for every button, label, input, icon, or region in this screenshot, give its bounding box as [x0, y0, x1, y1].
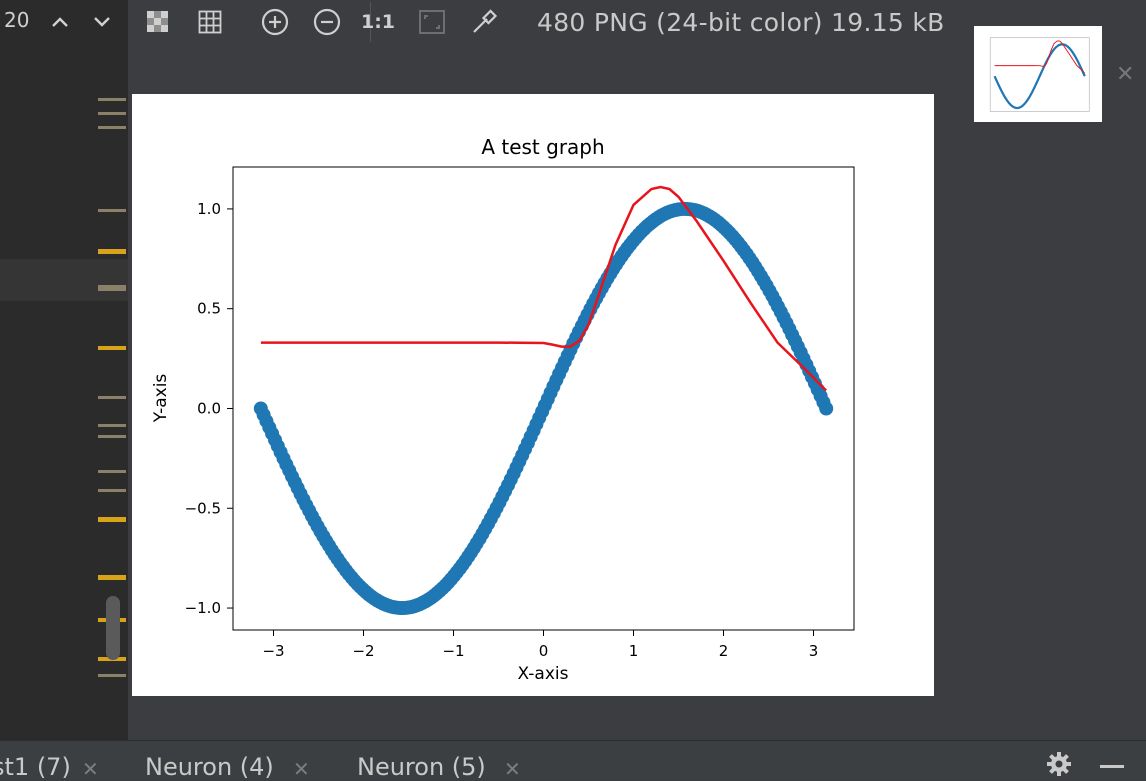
x-tick-label: 2 [719, 642, 729, 660]
x-tick-label: −1 [442, 642, 464, 660]
x-tick-label: 1 [629, 642, 639, 660]
close-icon[interactable]: ✕ [1116, 62, 1135, 87]
error-marker[interactable] [98, 424, 126, 427]
chevron-down-icon[interactable] [88, 8, 116, 36]
fit-line [260, 185, 827, 392]
warning-marker[interactable] [98, 346, 126, 350]
zoom-in-icon[interactable] [261, 8, 289, 36]
error-marker[interactable] [98, 470, 126, 473]
current-line-highlight [0, 259, 128, 301]
x-tick-label: −3 [262, 642, 284, 660]
y-ticks: −1.0 −0.5 0.0 0.5 1.0 [185, 200, 233, 617]
error-marker[interactable] [98, 489, 126, 492]
thumbnail-chart [989, 37, 1090, 112]
error-marker[interactable] [98, 435, 126, 438]
tab-neuron-4[interactable]: Neuron (4) [145, 753, 274, 781]
error-marker[interactable] [98, 98, 126, 101]
image-canvas[interactable]: −3 −2 −1 0 1 2 3 −1.0 −0.5 0.0 0.5 1.0 A test grap… [132, 94, 934, 696]
y-tick-label: −1.0 [185, 599, 221, 617]
image-toolbar: 20 1:1 [4, 0, 1146, 46]
x-axis-label: X-axis [518, 664, 569, 684]
chart-title: A test graph [481, 135, 604, 159]
chart: −3 −2 −1 0 1 2 3 −1.0 −0.5 0.0 0.5 1.0 A test grap… [151, 135, 855, 684]
thumbnail-preview[interactable] [974, 26, 1102, 122]
x-tick-label: −2 [352, 642, 374, 660]
x-ticks: −3 −2 −1 0 1 2 3 [262, 630, 818, 660]
warning-marker[interactable] [98, 249, 126, 254]
y-axis-label: Y-axis [151, 374, 171, 424]
zoom-value: 20 [4, 8, 30, 32]
bottom-tab-bar: st1 (7) ✕ Neuron (4) ✕ Neuron (5) ✕ [0, 740, 1146, 781]
image-info: 480 PNG (24-bit color) 19.15 kB [537, 8, 945, 37]
y-tick-label: 0.5 [197, 300, 221, 318]
scatter-point [819, 401, 834, 416]
tab-neuron-5[interactable]: Neuron (5) [357, 753, 486, 781]
error-marker[interactable] [98, 285, 126, 291]
fit-icon[interactable] [418, 8, 446, 36]
close-icon[interactable]: ✕ [504, 757, 521, 781]
tab-st1[interactable]: st1 (7) [0, 753, 71, 781]
close-icon[interactable]: ✕ [82, 757, 99, 781]
y-tick-label: 0.0 [197, 399, 221, 417]
error-marker[interactable] [98, 674, 126, 677]
warning-marker[interactable] [98, 575, 126, 580]
chevron-up-icon[interactable] [46, 8, 74, 36]
gear-icon[interactable] [1046, 751, 1072, 781]
color-picker-icon[interactable] [470, 8, 498, 36]
y-tick-label: −0.5 [185, 499, 221, 517]
actual-size-icon[interactable]: 1:1 [360, 11, 396, 33]
editor-gutter [0, 0, 128, 740]
x-tick-label: 0 [539, 642, 549, 660]
x-tick-label: 3 [809, 642, 819, 660]
error-marker[interactable] [98, 126, 126, 129]
scatter-series [253, 201, 834, 615]
warning-marker[interactable] [98, 517, 126, 522]
minimize-icon[interactable] [1100, 765, 1124, 768]
error-marker[interactable] [98, 396, 126, 399]
error-marker[interactable] [98, 209, 126, 212]
chessboard-icon[interactable] [144, 8, 172, 36]
error-marker[interactable] [98, 112, 126, 115]
toolbar-separator [370, 2, 371, 42]
y-tick-label: 1.0 [197, 200, 221, 218]
close-icon[interactable]: ✕ [293, 757, 310, 781]
zoom-out-icon[interactable] [313, 8, 341, 36]
vertical-scrollbar-thumb[interactable] [106, 596, 120, 660]
grid-icon[interactable] [196, 8, 224, 36]
